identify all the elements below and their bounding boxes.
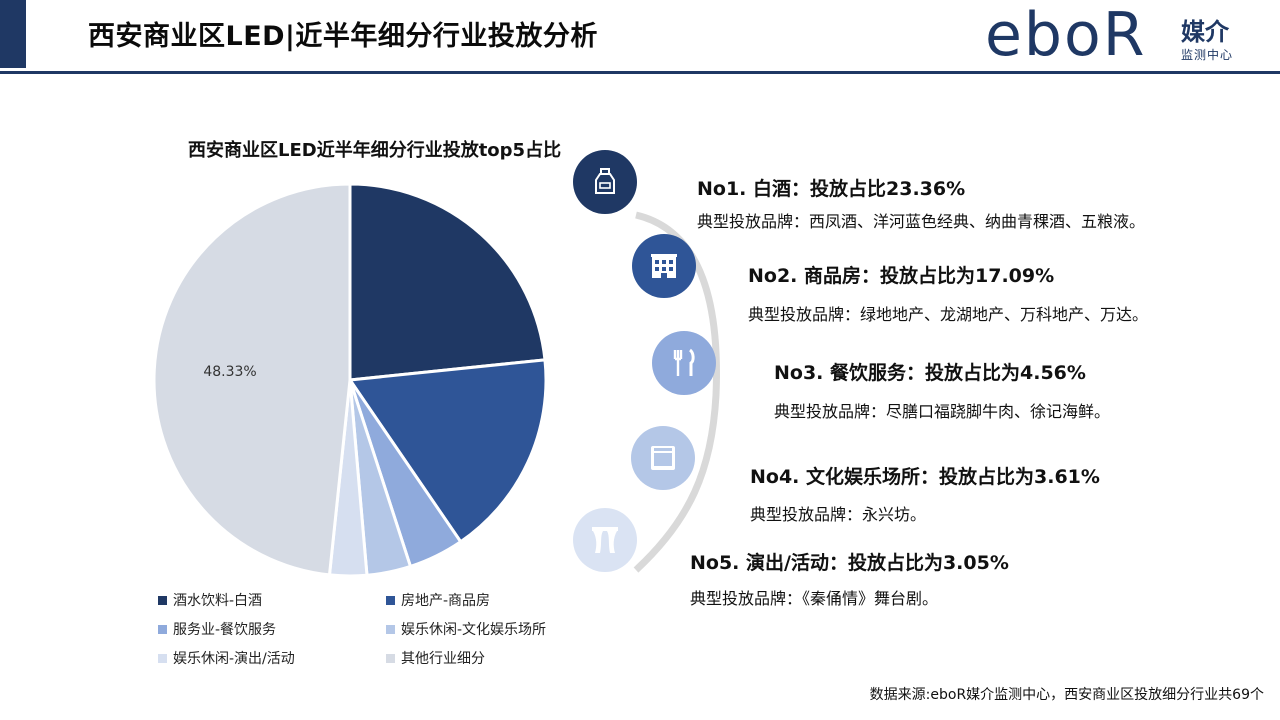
logo-subtitle: 监测中心 [1181, 48, 1234, 62]
legend-label: 房地产-商品房 [401, 593, 491, 609]
legend-label: 服务业-餐饮服务 [173, 622, 277, 638]
legend-item: 酒水饮料-白酒 [158, 590, 262, 610]
rank-5-heading: No5. 演出/活动：投放占比为3.05% [690, 552, 1009, 574]
chart-title: 西安商业区LED近半年细分行业投放top5占比 [188, 140, 562, 161]
ebor-logo: eboR 媒介 监测中心 [985, 0, 1245, 70]
legend-swatch [386, 653, 395, 663]
rank-3-brands: 典型投放品牌：尽膳口福跷脚牛肉、徐记海鲜。 [774, 402, 1111, 421]
legend-item: 娱乐休闲-演出/活动 [158, 648, 295, 668]
pie-slice-1 [348, 182, 547, 382]
legend-swatch [158, 624, 167, 634]
data-source-note: 数据来源:eboR媒介监测中心，西安商业区投放细分行业共69个 [869, 687, 1264, 703]
logo-chinese: 媒介 [1181, 17, 1229, 46]
rank-4-brands: 典型投放品牌：永兴坊。 [750, 505, 927, 524]
legend-label: 娱乐休闲-演出/活动 [173, 651, 295, 667]
rank-1-brands: 典型投放品牌：西凤酒、洋河蓝色经典、纳曲青稞酒、五粮液。 [697, 212, 1146, 231]
rank-1-badge [573, 150, 637, 214]
legend-item: 房地产-商品房 [386, 590, 490, 610]
rank-2-brands: 典型投放品牌：绿地地产、龙湖地产、万科地产、万达。 [748, 305, 1149, 324]
page-title: 西安商业区LED|近半年细分行业投放分析 [88, 21, 598, 52]
legend-item: 其他行业细分 [386, 648, 485, 668]
header-divider [0, 71, 1280, 74]
pie-slice-6 [152, 182, 352, 577]
rank-2-heading: No2. 商品房：投放占比为17.09% [748, 265, 1055, 287]
pie-data-label: 48.33% [203, 364, 256, 380]
header-accent-bar [0, 0, 26, 68]
pie-slice-2 [347, 358, 548, 544]
rank-3-badge [652, 331, 716, 395]
legend-label: 其他行业细分 [401, 651, 485, 667]
legend-swatch [386, 595, 395, 605]
rank-1-heading: No1. 白酒：投放占比23.36% [697, 178, 966, 200]
legend-swatch [386, 624, 395, 634]
legend-item: 服务业-餐饮服务 [158, 619, 276, 639]
legend-swatch [158, 595, 167, 605]
rank-4-heading: No4. 文化娱乐场所：投放占比为3.61% [750, 466, 1100, 488]
rank-3-heading: No3. 餐饮服务：投放占比为4.56% [774, 362, 1086, 384]
legend-swatch [158, 653, 167, 663]
rank-4-badge [631, 426, 695, 490]
legend-item: 娱乐休闲-文化娱乐场所 [386, 619, 546, 639]
logo-wordmark: eboR [985, 0, 1147, 70]
pie-chart: 48.33% [152, 182, 548, 578]
rank-2-badge [632, 234, 696, 298]
rank-5-badge [573, 508, 637, 572]
rank-5-brands: 典型投放品牌：《秦俑情》舞台剧。 [690, 589, 939, 608]
legend-label: 娱乐休闲-文化娱乐场所 [401, 622, 547, 638]
legend-label: 酒水饮料-白酒 [173, 593, 263, 609]
